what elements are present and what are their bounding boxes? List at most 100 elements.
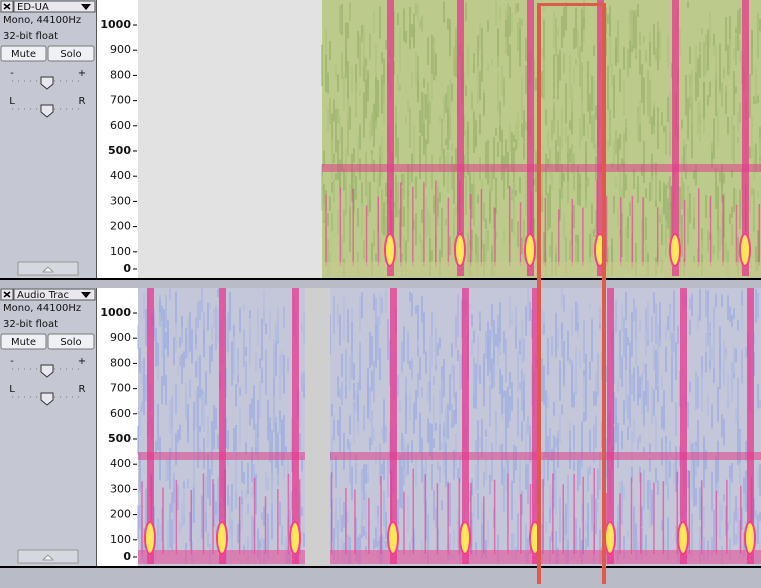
spectrogram-onset [292,288,299,564]
selection-right [602,3,606,584]
pan-label: R [79,384,86,395]
track-name-menu[interactable] [13,0,96,13]
spectrogram-peak [739,233,751,267]
pan-slider[interactable] [40,104,54,118]
close-icon [3,291,11,298]
frequency-label: 0 [123,550,131,563]
frequency-label: 600 [110,407,131,420]
collapse-icon [41,554,55,561]
button-face[interactable] [47,45,95,62]
track: ED-UA Mono, 44100Hz 32-bit float Mute Solo - +… [0,0,761,280]
track-info: Mono, 44100Hz [3,15,81,26]
track-name-menu[interactable] [13,288,96,301]
spectrogram-onset [219,288,226,564]
spectrogram-peak [144,521,156,555]
spectrogram-onset [462,288,469,564]
gain-label: + [78,356,86,367]
frequency-label: 700 [110,382,131,395]
frequency-label: 300 [110,482,131,495]
ruler [96,288,138,566]
track-name: ED-UA [17,2,49,13]
spectrogram-peak [604,521,616,555]
frequency-label: 900 [110,331,131,344]
spectrogram-onset [457,0,464,276]
spectrogram-onset [742,0,749,276]
track-button[interactable]: Solo [47,45,95,62]
spectrogram-peak [524,233,536,267]
track-button[interactable]: Mute [0,45,47,62]
frequency-label: 100 [110,533,131,546]
ruler [96,0,138,278]
track-button[interactable]: Solo [47,333,95,350]
spectrogram-low [138,550,761,564]
spectrogram-band [138,452,761,460]
spectrogram-peak [454,233,466,267]
frequency-label: 900 [110,43,131,56]
track-border [0,278,761,280]
button-label[interactable]: Mute [11,49,36,60]
close-icon [3,3,11,10]
menu-arrow [81,4,91,10]
track-name: Audio Trac [17,290,69,301]
pan-label: L [9,384,15,395]
frequency-label: 600 [110,119,131,132]
spectrogram-gap [305,288,330,566]
frequency-label: 700 [110,94,131,107]
spectrogram-onset [607,288,614,564]
spectrogram [138,0,761,278]
gain-label: - [10,68,14,79]
button-face[interactable] [0,333,47,350]
spectrogram [137,288,761,566]
spectrogram-onset [747,288,754,564]
gain-label: + [78,68,86,79]
spectrogram-onset [680,288,687,564]
frequency-label: 800 [110,356,131,369]
spectrogram-low [322,262,761,276]
spectrogram-onset [390,288,397,564]
frequency-label: 500 [108,432,131,445]
spectrogram-band [322,164,761,172]
button-label[interactable]: Solo [60,49,81,60]
collapse-icon [41,266,55,273]
spectrogram-onset [532,288,539,564]
pan-label: L [9,96,15,107]
selection-top [537,3,606,6]
button-label[interactable]: Mute [11,337,36,348]
spectrogram-peak [677,521,689,555]
gain-label: - [10,356,14,367]
frequency-label: 1000 [100,18,131,31]
spectrogram-peak [387,521,399,555]
track-button[interactable]: Mute [0,333,47,350]
frequency-label: 800 [110,68,131,81]
frequency-label: 1000 [100,306,131,319]
frequency-label: 400 [110,457,131,470]
button-label[interactable]: Solo [60,337,81,348]
gain-slider[interactable] [40,364,54,378]
frequency-label: 0 [123,262,131,275]
frequency-label: 200 [110,508,131,521]
spectrogram-peak [459,521,471,555]
frequency-label: 400 [110,169,131,182]
gain-slider[interactable] [40,76,54,90]
track-info: 32-bit float [3,31,58,42]
track-info: 32-bit float [3,319,58,330]
button-face[interactable] [0,45,47,62]
spectrogram-peak [744,521,756,555]
spectrogram-onset [527,0,534,276]
menu-arrow [81,292,91,298]
spectrogram-onset [597,0,604,276]
pan-label: R [79,96,86,107]
spectrogram-onset [387,0,394,276]
track-border [0,566,761,568]
spectrogram-onset [147,288,154,564]
button-face[interactable] [47,333,95,350]
track: Audio Trac Mono, 44100Hz 32-bit float Mute S… [0,288,761,568]
frequency-label: 200 [110,220,131,233]
pan-slider[interactable] [40,392,54,406]
track-info: Mono, 44100Hz [3,303,81,314]
frequency-label: 300 [110,194,131,207]
